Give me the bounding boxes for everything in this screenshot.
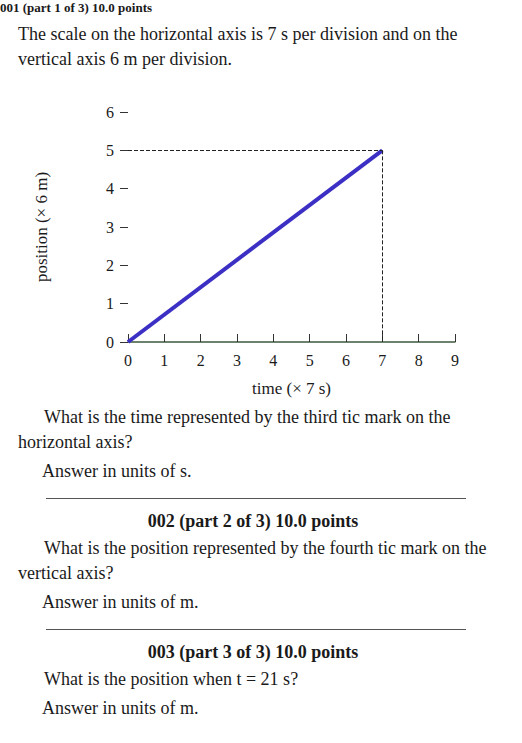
svg-text:position (× 6 m): position (× 6 m) — [32, 172, 51, 282]
svg-text:1: 1 — [160, 352, 168, 369]
svg-text:4: 4 — [106, 180, 114, 197]
html-text:001 (part 1 of 3) 10.0 points: 001 (part 1 of 3) 10.0 points — [0, 0, 152, 15]
html-text:Answer in units of m.: Answer in units of m. — [42, 592, 199, 612]
svg-text:3: 3 — [233, 352, 241, 369]
svg-text:7: 7 — [378, 352, 386, 369]
svg-text:2: 2 — [197, 352, 205, 369]
html-text:003 (part 3 of 3) 10.0 points: 003 (part 3 of 3) 10.0 points — [147, 642, 359, 662]
svg-text:0: 0 — [106, 334, 114, 351]
svg-text:1: 1 — [106, 295, 114, 312]
html-text:Answer in units of m.: Answer in units of m. — [42, 698, 199, 718]
html-text:What is the position represent: What is the position represented by the … — [18, 538, 487, 583]
html-text:002 (part 2 of 3) 10.0 points: 002 (part 2 of 3) 10.0 points — [147, 511, 359, 531]
svg-text:5: 5 — [306, 352, 314, 369]
svg-text:0: 0 — [124, 352, 132, 369]
svg-text:2: 2 — [106, 257, 114, 274]
svg-text:time (× 7 s): time (× 7 s) — [252, 379, 331, 398]
svg-text:8: 8 — [415, 352, 423, 369]
html-text:What is the time represented b: What is the time represented by the thir… — [18, 407, 451, 452]
svg-text:5: 5 — [106, 142, 114, 159]
svg-text:9: 9 — [451, 352, 459, 369]
html-text:The scale on the horizontal ax: The scale on the horizontal axis is 7 s … — [18, 24, 458, 69]
svg-text:6: 6 — [342, 352, 350, 369]
svg-text:6: 6 — [106, 104, 114, 121]
svg-text:3: 3 — [106, 219, 114, 236]
svg-text:4: 4 — [269, 352, 277, 369]
html-text:What is the position when t =: What is the position when t = 21 s? — [44, 669, 299, 689]
html-text:Answer in units of s.: Answer in units of s. — [42, 461, 192, 481]
